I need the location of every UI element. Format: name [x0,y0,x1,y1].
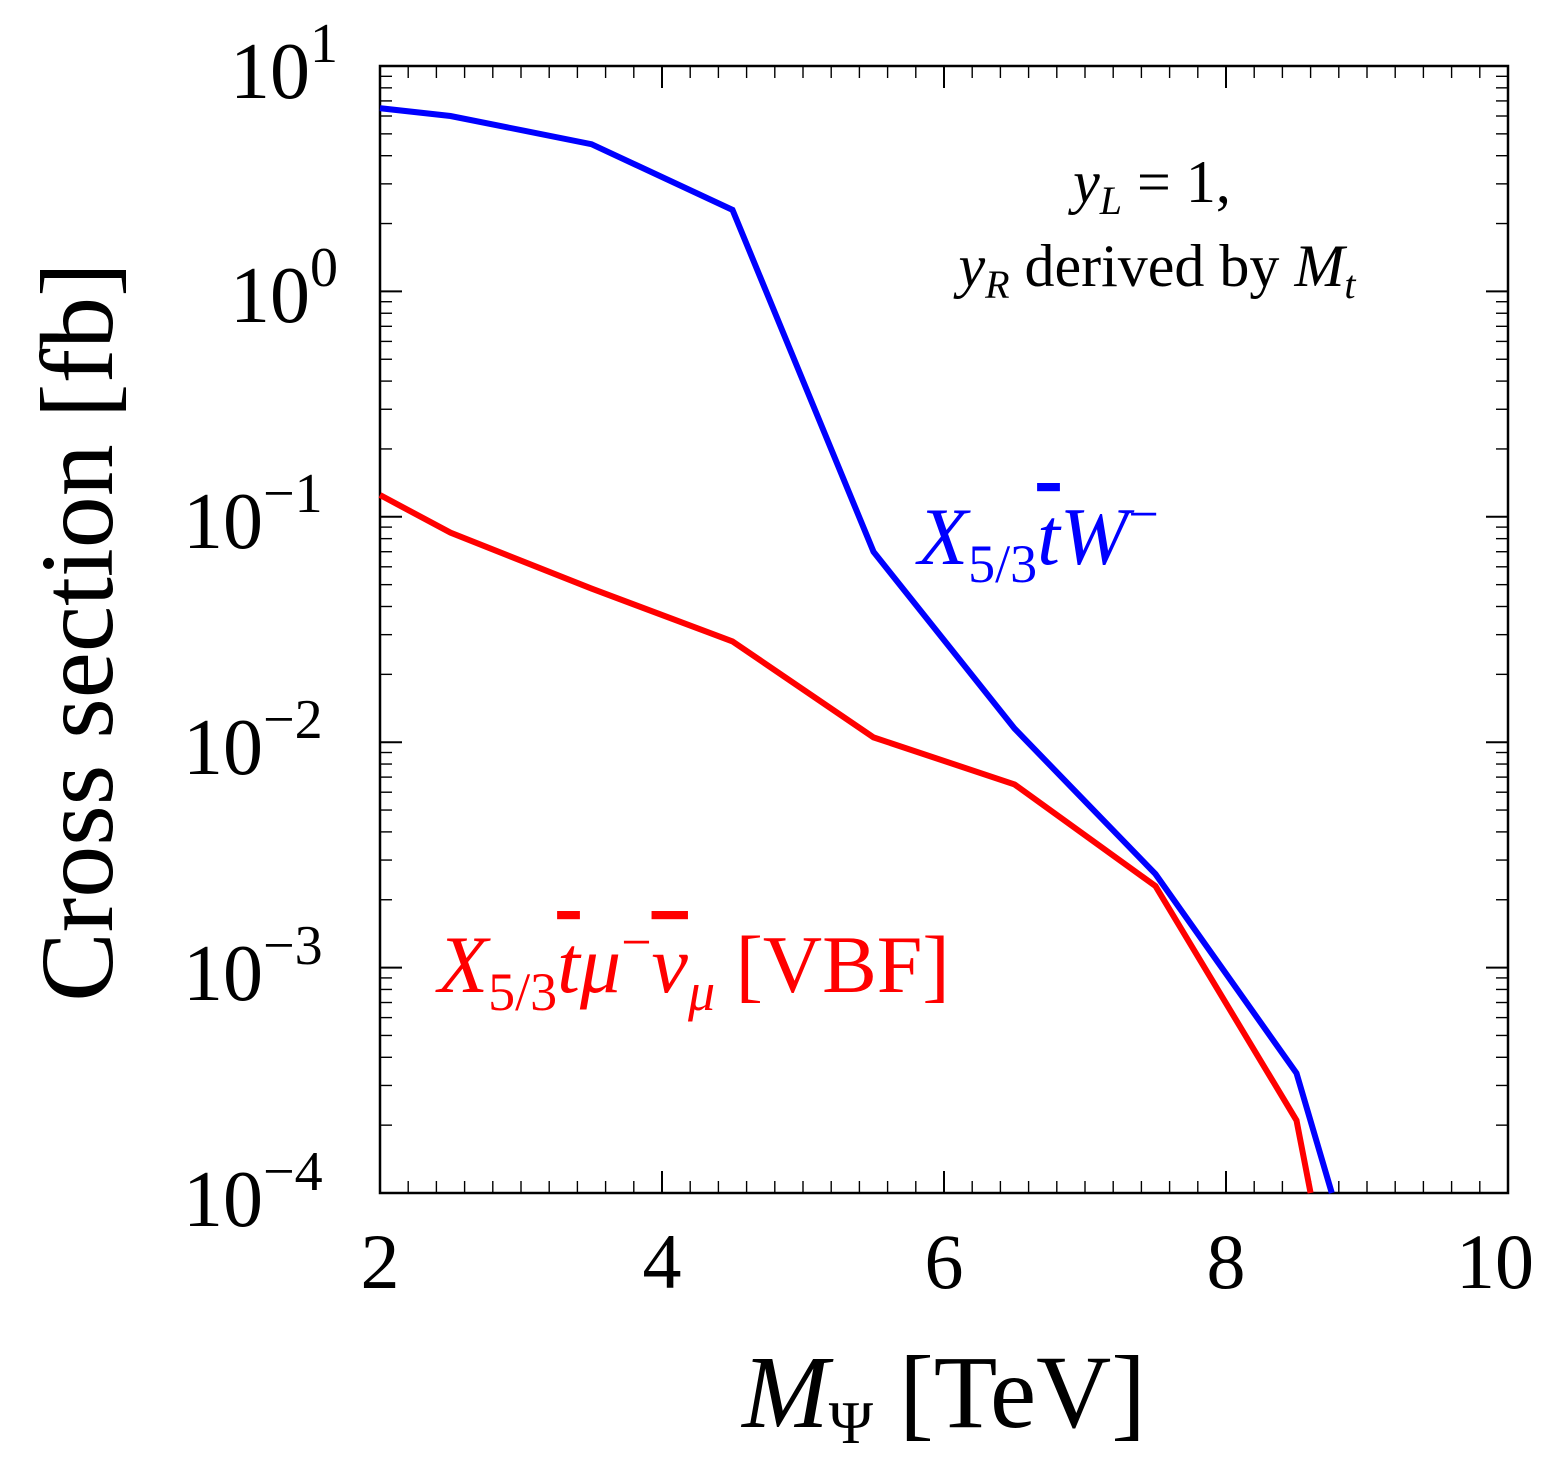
y-tick-label: 101 [230,13,338,116]
minor-ticks [380,66,1508,1193]
series-line-red [378,492,1314,1194]
y-axis-title: Cross section [fb] [20,262,135,1001]
y-tick-label: 10−1 [183,463,323,566]
t-bar: t [1037,491,1062,582]
x-tick-label: 8 [1207,1218,1246,1305]
x-tick-label: 4 [643,1218,682,1305]
y-tick-label: 10−3 [183,915,323,1018]
y-tick-exp: −4 [263,1141,323,1203]
major-ticks [379,65,1509,1194]
t-bar: t [557,919,582,1010]
x-axis-unit: [TeV] [899,1335,1146,1450]
series-layer [378,105,1335,1194]
x-axis-title: MΨ [TeV] [740,1335,1146,1456]
x-tick-label: 6 [925,1218,964,1305]
y-tick-base: 10 [183,1156,263,1244]
y-tick-exp: −1 [263,463,323,525]
nu-bar: ν [652,919,689,1010]
y-tick-exp: 1 [310,13,338,75]
series-label-red: X5/3tμ−νμ [VBF] [435,912,950,1022]
annotation-line-1: yL = 1, [1067,149,1231,223]
y-tick-base: 10 [183,930,263,1018]
x-axis-subscript: Ψ [829,1390,874,1456]
annotation-line-2: yR derived by Mt [952,233,1356,307]
x-tick-label: 2 [361,1218,400,1305]
y-tick-exp: −2 [263,689,323,751]
y-tick-label: 10−2 [183,689,323,792]
y-tick-labels: 101 100 10−1 10−2 10−3 10−4 [183,13,338,1244]
y-tick-label: 10−4 [183,1141,323,1244]
y-tick-exp: −3 [263,915,323,977]
series-label-blue: X5/3tW− [915,484,1159,594]
x-tick-labels: 2 4 6 8 10 [361,1218,1535,1305]
x-axis-symbol: M [740,1335,834,1450]
y-tick-base: 10 [183,478,263,566]
annotation: yL = 1, yR derived by Mt [952,149,1356,307]
y-tick-base: 10 [230,28,310,116]
y-tick-base: 10 [230,252,310,340]
y-tick-label: 100 [230,237,338,340]
y-tick-exp: 0 [310,237,338,299]
series-line-blue [379,105,1335,1194]
x-tick-label: 10 [1456,1218,1534,1305]
y-tick-base: 10 [183,704,263,792]
